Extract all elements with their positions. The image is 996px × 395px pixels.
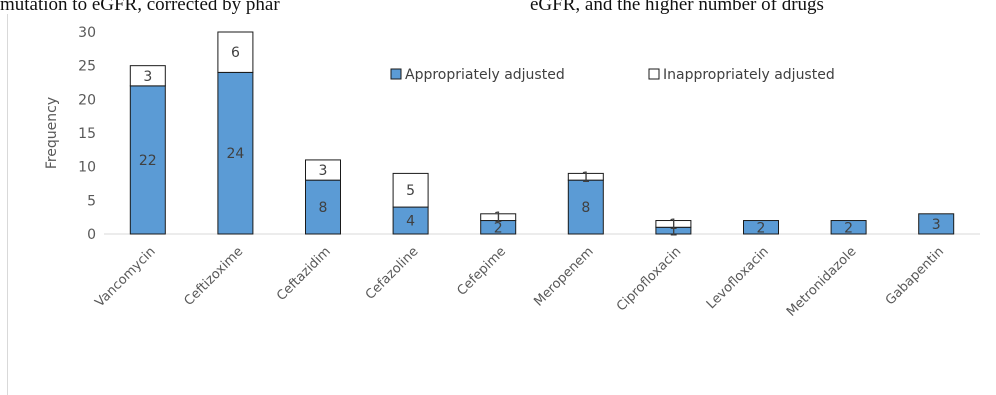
bar-appropriate	[830, 220, 867, 235]
y-tick-label: 10	[78, 160, 96, 176]
y-tick-label: 0	[87, 227, 96, 243]
legend-swatch	[648, 68, 660, 80]
data-label: 2	[494, 220, 503, 236]
legend-label: Appropriately adjusted	[405, 67, 565, 83]
x-tick-label: Gabapentin	[883, 244, 947, 308]
data-label: 5	[406, 183, 415, 199]
x-tick-label: Levofloxacin	[704, 244, 772, 312]
data-label: 2	[757, 220, 766, 236]
chart-area	[7, 14, 996, 395]
x-tick-label: Cefepime	[454, 244, 509, 299]
legend-label: Inappropriately adjusted	[663, 67, 835, 83]
x-tick-label: Cefazoline	[363, 244, 422, 303]
page-text-left: mutation to eGFR, corrected by phar	[0, 0, 280, 15]
data-label: 8	[319, 200, 328, 216]
x-tick-label: Meropenem	[531, 244, 596, 309]
data-label: 4	[406, 214, 415, 230]
data-label: 1	[669, 217, 678, 233]
x-tick-label: Metronidazole	[784, 244, 860, 320]
data-label: 2	[844, 220, 853, 236]
data-label: 6	[231, 45, 240, 61]
bar-appropriate	[743, 220, 779, 235]
y-axis-title: Frequency	[44, 97, 60, 169]
y-tick-label: 20	[78, 92, 96, 108]
data-label: 24	[226, 146, 244, 162]
data-label: 8	[581, 200, 590, 216]
legend-swatch	[390, 68, 402, 80]
data-label: 1	[669, 224, 678, 240]
bar-inappropriate	[655, 220, 692, 228]
bar-appropriate	[129, 85, 166, 235]
bar-appropriate	[392, 206, 429, 235]
bar-inappropriate	[480, 213, 517, 222]
data-label: 22	[139, 153, 157, 169]
page-text-right: eGFR, and the higher number of drugs	[530, 0, 824, 15]
y-tick-label: 5	[87, 193, 96, 209]
bar-inappropriate	[567, 172, 604, 181]
bar-inappropriate	[392, 172, 429, 208]
y-tick-label: 15	[78, 126, 96, 142]
x-tick-label: Ceftizoxime	[182, 244, 247, 309]
data-label: 3	[143, 69, 152, 85]
bar-appropriate	[567, 179, 604, 235]
bar-inappropriate	[129, 65, 166, 87]
data-label: 1	[494, 210, 503, 226]
bar-inappropriate	[217, 31, 254, 73]
y-tick-label: 25	[78, 59, 96, 75]
bar-inappropriate	[305, 159, 341, 181]
y-tick-label: 30	[78, 25, 96, 41]
x-tick-label: Vancomycin	[92, 244, 158, 310]
data-label: 3	[932, 217, 941, 233]
x-tick-label: Ceftazidim	[274, 244, 334, 304]
data-label: 3	[319, 163, 328, 179]
x-tick-label: Ciprofloxacin	[614, 244, 684, 314]
data-label: 1	[581, 170, 590, 186]
bar-appropriate	[217, 71, 254, 235]
bar-appropriate	[918, 213, 955, 235]
